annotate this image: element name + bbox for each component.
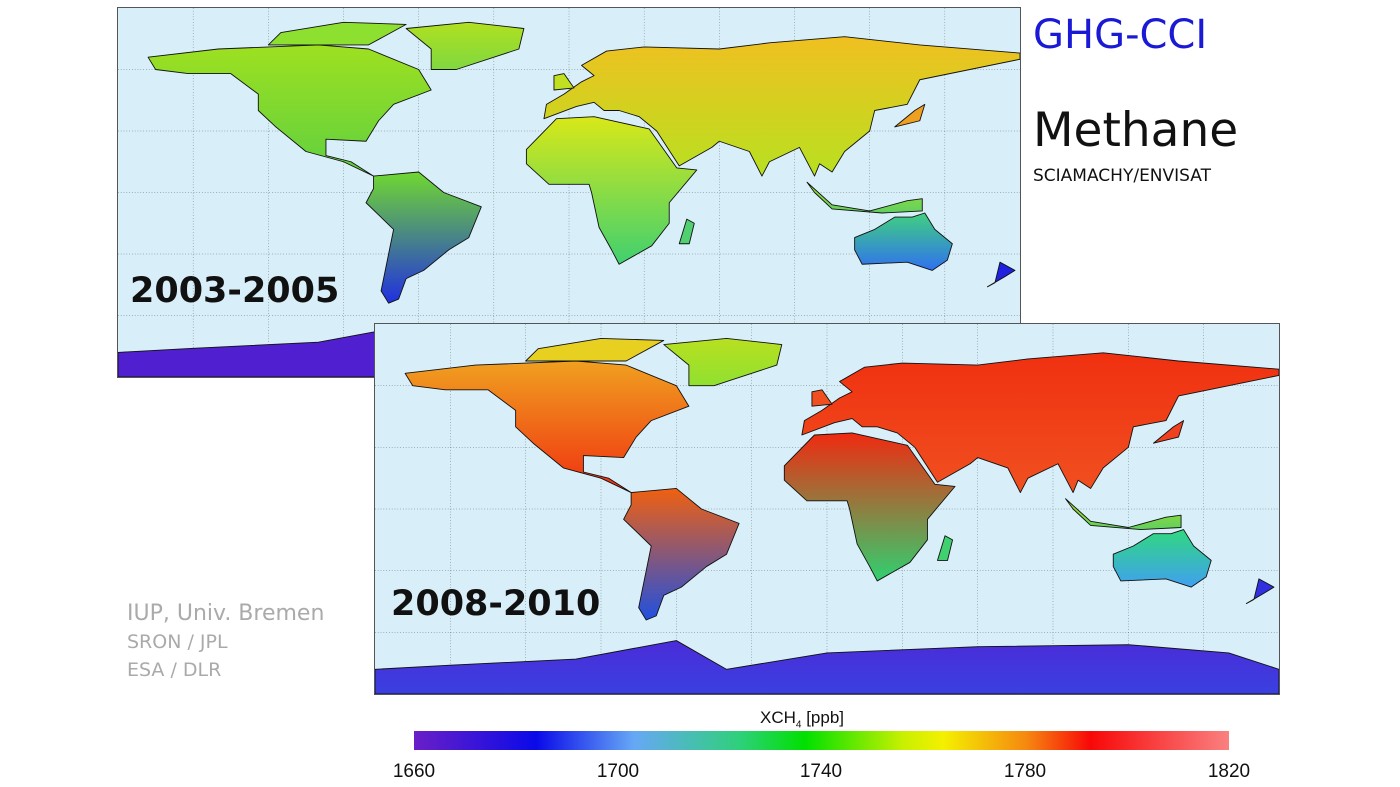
brand-title: GHG-CCI (1033, 12, 1208, 58)
africa-landmass (784, 433, 955, 581)
colorbar-label-unit: [ppb] (801, 708, 845, 727)
credit-line: IUP, Univ. Bremen (127, 601, 325, 626)
period-label: 2003-2005 (130, 271, 340, 311)
uk-landmass (554, 74, 574, 90)
world-map (375, 324, 1279, 694)
canada-islands-landmass (268, 22, 406, 45)
period-label: 2008-2010 (391, 584, 601, 624)
new-zealand-landmass (987, 262, 1015, 287)
japan-landmass (895, 104, 925, 127)
colorbar-label-main: XCH (760, 708, 796, 727)
map-2008-2010: 2008-2010 (374, 323, 1280, 695)
new-zealand-landmass (1246, 579, 1274, 604)
credits: IUP, Univ. Bremen SRON / JPL ESA / DLR (127, 600, 324, 684)
colorbar-label: XCH4 [ppb] (760, 708, 844, 730)
page-title: Methane (1033, 103, 1239, 158)
colorbar (414, 731, 1229, 750)
colorbar-tick: 1740 (799, 761, 843, 782)
south-america-landmass (366, 172, 481, 303)
eurasia-landmass (802, 353, 1279, 493)
instrument-subtitle: SCIAMACHY/ENVISAT (1033, 166, 1211, 186)
canada-islands-landmass (526, 338, 664, 361)
colorbar-tick: 1820 (1207, 761, 1251, 782)
madagascar-landmass (937, 536, 952, 561)
map-2003-2005: 2003-2005 (117, 7, 1021, 378)
eurasia-landmass (544, 37, 1020, 176)
colorbar-tick: 1660 (392, 761, 436, 782)
japan-landmass (1153, 421, 1183, 444)
australia-landmass (1113, 530, 1211, 588)
colorbar-tick: 1780 (1003, 761, 1047, 782)
greenland-landmass (664, 338, 782, 385)
colorbar-tick: 1700 (596, 761, 640, 782)
africa-landmass (526, 117, 696, 265)
uk-landmass (812, 390, 832, 406)
antarctica-landmass (375, 641, 1279, 694)
south-america-landmass (624, 488, 740, 620)
credit-line: ESA / DLR (127, 659, 222, 681)
indonesia-landmass (1066, 499, 1182, 530)
australia-landmass (855, 213, 953, 270)
madagascar-landmass (679, 219, 694, 244)
credit-line: SRON / JPL (127, 631, 228, 653)
colorbar-label-sub: 4 (795, 719, 802, 731)
world-map (118, 8, 1020, 377)
greenland-landmass (406, 22, 524, 69)
north-america-landmass (148, 45, 431, 176)
north-america-landmass (405, 361, 689, 493)
indonesia-landmass (807, 182, 922, 213)
